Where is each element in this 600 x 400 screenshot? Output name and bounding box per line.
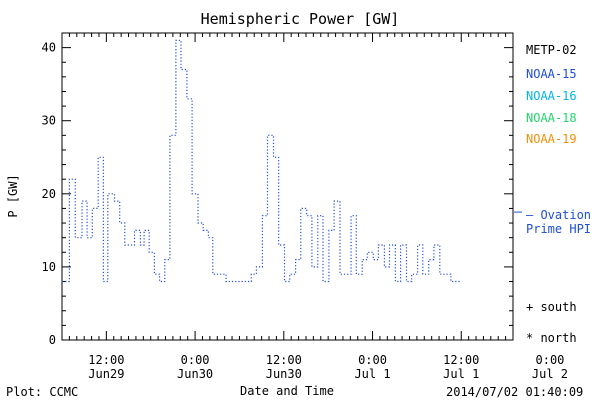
legend-item-noaa-16[interactable]: NOAA-16 bbox=[526, 89, 577, 103]
x-tick-label-time: 0:00 bbox=[181, 353, 210, 367]
legend-item-noaa-19[interactable]: NOAA-19 bbox=[526, 132, 577, 146]
y-tick-label: 10 bbox=[42, 260, 56, 274]
y-tick-label: 20 bbox=[42, 187, 56, 201]
series-line-noaa-15 bbox=[62, 39, 462, 283]
x-tick-label-date: Jul 1 bbox=[443, 367, 479, 381]
plot-credit: Plot: CCMC bbox=[6, 385, 79, 399]
y-tick-label: 30 bbox=[42, 114, 56, 128]
x-tick-label-date: Jul 2 bbox=[532, 367, 568, 381]
plot-frame bbox=[61, 32, 514, 341]
x-tick-label-date: Jun30 bbox=[266, 367, 302, 381]
x-tick-label-time: 12:00 bbox=[88, 353, 124, 367]
x-axis-label: Date and Time bbox=[240, 384, 334, 398]
legend-item-noaa-15[interactable]: NOAA-15 bbox=[526, 67, 577, 81]
ovation-legend-line1: — Ovation bbox=[526, 208, 592, 222]
south-marker-legend: + south bbox=[526, 300, 577, 314]
x-tick-label-date: Jun30 bbox=[177, 367, 213, 381]
plot-timestamp: 2014/07/02 01:40:09 bbox=[446, 385, 584, 399]
legend-item-noaa-18[interactable]: NOAA-18 bbox=[526, 111, 577, 125]
x-tick-label-time: 0:00 bbox=[358, 353, 387, 367]
x-tick-label-time: 12:00 bbox=[266, 353, 302, 367]
series-layer bbox=[62, 39, 462, 283]
chart-axes bbox=[61, 32, 522, 341]
y-tick-label: 40 bbox=[42, 41, 56, 55]
x-tick-label-date: Jun29 bbox=[88, 367, 124, 381]
x-tick-label-date: Jul 1 bbox=[354, 367, 390, 381]
y-tick-label: 0 bbox=[49, 333, 56, 347]
x-tick-label-time: 12:00 bbox=[443, 353, 479, 367]
north-marker-legend: * north bbox=[526, 331, 577, 345]
y-axis-label: P [GW] bbox=[6, 174, 20, 217]
legend-item-metp-02[interactable]: METP-02 bbox=[526, 43, 577, 57]
tick-labels: 01020304012:00Jun290:00Jun3012:00Jun300:… bbox=[42, 41, 568, 381]
chart-title: Hemispheric Power [GW] bbox=[200, 10, 400, 28]
ovation-legend-line2: Prime HPI bbox=[526, 222, 592, 236]
x-tick-label-time: 0:00 bbox=[536, 353, 565, 367]
